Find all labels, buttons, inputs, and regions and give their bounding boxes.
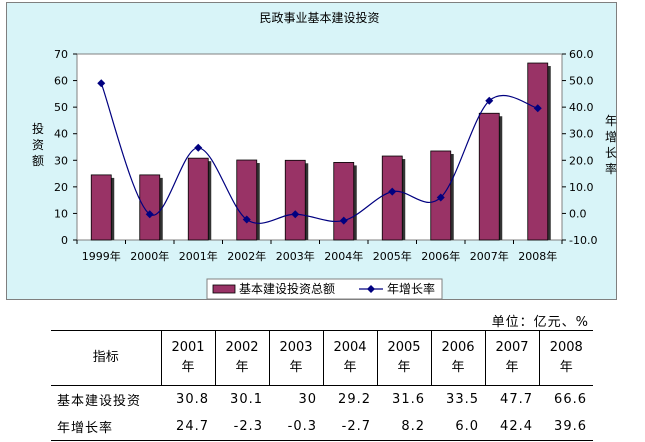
right-axis-title-char: 增 (605, 130, 617, 144)
table-header-year: 2002 年 (214, 330, 269, 386)
chart-title: 民政事业基本建设投资 (259, 10, 379, 25)
growth-rate-marker (97, 79, 106, 88)
combo-chart: 民政事业基本建设投资 0 10 20 30 40 50 60 70 -10.0 0.0 10.0 20.… (32, 10, 617, 300)
bar (381, 155, 403, 241)
right-axis-title-char: 率 (605, 161, 617, 176)
growth-rate-marker (339, 216, 348, 225)
data-table: 指标 2001 年 2002 年 2003 年 2004 年 2005 年 2006 年 2… (51, 330, 593, 441)
table-header-row: 指标 2001 年 2002 年 2003 年 2004 年 2005 年 2006 年 2… (51, 330, 593, 386)
left-axis-tick-label: 30 (54, 154, 68, 167)
table-cell: 24.7 (161, 413, 215, 441)
table-cell: 30.1 (230, 392, 263, 407)
left-axis-title-char: 资 (32, 138, 44, 152)
growth-rate-marker (242, 215, 251, 224)
right-axis-tick-label: 30.0 (569, 128, 594, 141)
table-cell: 30.8 (176, 392, 209, 407)
x-axis-tick-label: 2005年 (373, 249, 412, 263)
bar (139, 174, 161, 241)
table-header-year: 2003 年 (268, 330, 323, 386)
left-axis-tick-label: 50 (54, 101, 68, 114)
x-axis-tick-label: 2003年 (276, 249, 315, 263)
legend-line-marker (367, 285, 375, 293)
table-cell: 47.7 (500, 392, 533, 407)
right-axis-tick-label: 20.0 (569, 154, 594, 167)
left-axis-tick-label: 40 (54, 128, 68, 141)
bar (333, 162, 355, 241)
legend-line-label: 年增长率 (387, 281, 435, 296)
right-axis-title-char: 长 (605, 146, 617, 160)
table-header-year: 2008 年 (538, 330, 593, 386)
right-axis-tick-label: 10.0 (569, 181, 594, 194)
right-axis-tick-label: 50.0 (569, 75, 594, 88)
table-header-year: 2007 年 (484, 330, 539, 386)
table-header-year: 2005 年 (376, 330, 431, 386)
bar (90, 174, 112, 241)
left-axis-title-char: 投 (32, 121, 44, 136)
table-cell: 39.6 (539, 413, 593, 441)
growth-rate-marker (533, 104, 542, 113)
right-axis-tick-label: 40.0 (569, 101, 594, 114)
table-row-growth: 年增长率 24.7 -2.3 -0.3 -2.7 8.2 6.0 42.4 39… (51, 413, 593, 441)
table-row-investment: 基本建设投资 30.8 30.1 30 29.2 31.6 33.5 47.7 … (51, 386, 593, 414)
table-row-label: 基本建设投资 (57, 394, 142, 409)
growth-rate-marker (194, 143, 203, 152)
table-header-year: 2004 年 (322, 330, 377, 386)
bar (478, 112, 500, 241)
left-axis-title-char: 额 (32, 154, 44, 168)
table-header-year: 2006 年 (430, 330, 485, 386)
x-axis-tick-label: 2006年 (421, 249, 460, 263)
table-cell: 6.0 (431, 413, 485, 441)
growth-rate-marker (388, 187, 397, 196)
table-row-label: 年增长率 (51, 413, 161, 441)
table-cell: 31.6 (392, 392, 425, 407)
table-cell: -0.3 (269, 413, 323, 441)
x-axis-tick-label: 2001年 (179, 249, 218, 263)
right-axis-tick-label: 60.0 (569, 48, 594, 61)
bar (284, 159, 306, 241)
x-axis-tick-label: 1999年 (82, 249, 121, 263)
left-axis-tick-label: 60 (54, 75, 68, 88)
table-cell: 33.5 (446, 392, 479, 407)
left-axis-tick-label: 0 (61, 234, 68, 247)
chart-area: 民政事业基本建设投资 0 10 20 30 40 50 60 70 -10.0 0.0 10.0 20.… (6, 2, 617, 300)
left-axis-tick-label: 70 (54, 48, 68, 61)
left-axis-tick-label: 20 (54, 181, 68, 194)
left-axis-tick-label: 10 (54, 207, 68, 220)
table-cell: 42.4 (485, 413, 539, 441)
legend-box (206, 278, 443, 300)
growth-rate-marker (436, 193, 445, 202)
x-axis-tick-label: 2002年 (227, 249, 266, 263)
right-axis-tick-label: -10.0 (569, 234, 597, 247)
growth-rate-marker (485, 96, 494, 105)
table-cell: 30 (298, 392, 317, 407)
legend-bar-label: 基本建设投资总额 (239, 281, 335, 296)
growth-rate-marker (145, 210, 154, 219)
table-cell: 8.2 (377, 413, 431, 441)
x-axis-tick-label: 2007年 (470, 249, 509, 263)
unit-label: 单位：亿元、% (491, 315, 589, 330)
bar (527, 62, 549, 241)
x-axis-tick-label: 2008年 (518, 249, 557, 263)
table-header-indicator: 指标 (51, 330, 161, 386)
x-axis-tick-label: 2004年 (324, 249, 363, 263)
right-axis-tick-label: 0.0 (569, 207, 587, 220)
table-cell: 29.2 (338, 392, 371, 407)
growth-rate-line (100, 83, 538, 224)
table-cell: -2.3 (215, 413, 269, 441)
bar (236, 159, 258, 241)
growth-rate-marker (291, 210, 300, 219)
legend-bar-swatch (212, 284, 236, 294)
x-axis-tick-label: 2000年 (130, 249, 169, 263)
bar (187, 157, 209, 241)
table-cell: 66.6 (554, 392, 587, 407)
table-cell: -2.7 (323, 413, 377, 441)
right-axis-title-char: 年 (605, 114, 617, 128)
table-header-year: 2001 年 (160, 330, 215, 386)
